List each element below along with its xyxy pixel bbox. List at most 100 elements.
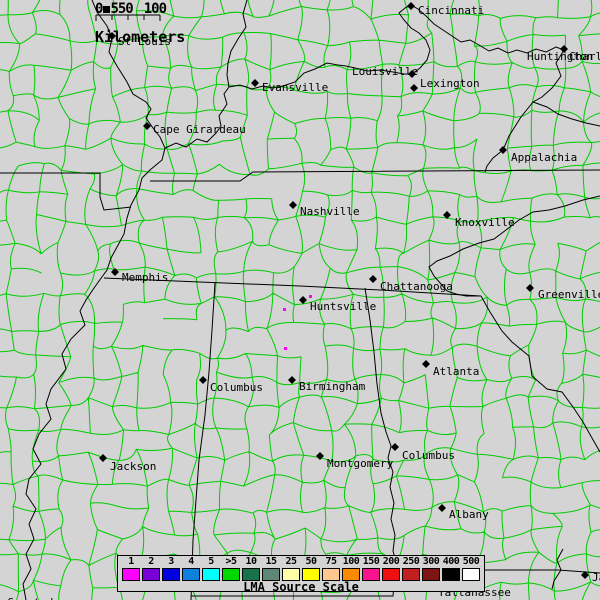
legend-color-swatch (242, 568, 260, 581)
legend-color-swatch (202, 568, 220, 581)
city-marker-icon (581, 571, 589, 579)
legend-value-label: 3 (168, 556, 174, 567)
legend-entry: 5 (201, 557, 221, 581)
legend-entry: 4 (181, 557, 201, 581)
city-marker-icon (443, 211, 451, 219)
city-marker-icon (422, 360, 430, 368)
lma-source-dot (309, 295, 312, 298)
legend-value-label: 200 (382, 556, 400, 567)
legend-value-label: 15 (265, 556, 277, 567)
legend-entry: 200 (381, 557, 401, 581)
legend-value-label: 10 (245, 556, 257, 567)
city-label: Memphis (122, 271, 169, 284)
city-label: Atlanta (433, 365, 480, 378)
city-marker-icon (316, 452, 324, 460)
scale-bar-caption: Kilometers (95, 28, 186, 46)
legend-color-swatch (162, 568, 180, 581)
legend-value-label: 300 (422, 556, 440, 567)
legend-color-swatch (342, 568, 360, 581)
city-label: Jackson (110, 460, 157, 473)
city-label: Huntsville (310, 300, 377, 313)
legend-color-swatch (302, 568, 320, 581)
legend-entry: 1 (121, 557, 141, 581)
city-marker-icon (108, 32, 116, 40)
legend-color-swatch (402, 568, 420, 581)
scale-bar-100-label: 100 (143, 1, 167, 17)
created-label: Created (7, 596, 133, 600)
city-label: Charl (569, 50, 600, 63)
legend-entry: 3 (161, 557, 181, 581)
city-label: Columbus (210, 381, 263, 394)
city-label: Cincinnati (418, 4, 485, 17)
lma-source-scale-legend: 1 2 3 4 5 >5 10 15 25 50 75 100 150 200 250 300 400 500 L… (117, 555, 485, 594)
legend-entry: >5 (221, 557, 241, 581)
city-label: Knoxville (455, 216, 515, 229)
legend-value-label: 5 (208, 556, 214, 567)
legend-value-label: 1 (128, 556, 134, 567)
legend-entry: 50 (301, 557, 321, 581)
city-label: Ja (592, 571, 600, 584)
city-marker-icon (391, 443, 399, 451)
city-marker-icon (111, 268, 119, 276)
legend-entry: 150 (361, 557, 381, 581)
city-marker-icon (499, 146, 507, 154)
city-label: Columbus (402, 449, 455, 462)
city-label: Cape Girardeau (153, 123, 246, 136)
legend-color-swatch (222, 568, 240, 581)
scale-bar-numbers: 0 550 100 (95, 1, 167, 17)
city-label: Nashville (300, 205, 360, 218)
legend-color-swatch (462, 568, 480, 581)
legend-entry: 15 (261, 557, 281, 581)
legend-color-swatch (422, 568, 440, 581)
city-marker-icon (560, 45, 568, 53)
city-label: Greenville (538, 288, 600, 301)
scale-bar-mid-label: 550 (110, 1, 133, 17)
city-marker-icon (438, 504, 446, 512)
city-label: Lexington (420, 77, 480, 90)
legend-color-swatch (182, 568, 200, 581)
city-label: Louisville (352, 65, 419, 78)
legend-entry: 400 (441, 557, 461, 581)
legend-title: LMA Source Scale (243, 580, 359, 594)
city-marker-icon (199, 376, 207, 384)
legend-value-label: 2 (148, 556, 154, 567)
legend-color-swatch (382, 568, 400, 581)
legend-entry: 2 (141, 557, 161, 581)
legend-entry: 500 (461, 557, 481, 581)
legend-color-swatch (262, 568, 280, 581)
legend-color-swatch (362, 568, 380, 581)
legend-color-swatch (322, 568, 340, 581)
city-marker-icon (407, 2, 415, 10)
city-label: Montgomery (327, 457, 394, 470)
legend-value-label: 75 (325, 556, 337, 567)
city-label: Appalachia (511, 151, 578, 164)
legend-value-label: 500 (462, 556, 480, 567)
city-label: Birmingham (299, 380, 366, 393)
city-marker-icon (288, 376, 296, 384)
city-marker-icon (289, 201, 297, 209)
city-label: Chattanooga (380, 280, 453, 293)
legend-color-swatch (442, 568, 460, 581)
city-label: Huntington (527, 50, 594, 63)
city-marker-icon (143, 122, 151, 130)
legend-color-swatch (142, 568, 160, 581)
legend-value-label: 150 (362, 556, 380, 567)
legend-entry: 300 (421, 557, 441, 581)
legend-value-label: 50 (305, 556, 317, 567)
city-marker-icon (251, 79, 259, 87)
overlapping-city-marker-icon (103, 5, 111, 13)
legend-swatch-row: 1 2 3 4 5 >5 10 15 25 50 75 100 150 200 250 300 400 500 (121, 557, 481, 581)
scale-bar-zero-label: 0 (95, 1, 104, 17)
city-label: St Louis (118, 35, 171, 48)
city-marker-icon (408, 70, 416, 78)
city-marker-icon (369, 275, 377, 283)
city-marker-icon (410, 84, 418, 92)
legend-value-label: 4 (188, 556, 194, 567)
scale-bar-ruler (95, 14, 161, 21)
city-label: Evansville (262, 81, 329, 94)
legend-value-label: 400 (442, 556, 460, 567)
city-label: Albany (449, 508, 489, 521)
legend-color-swatch (282, 568, 300, 581)
legend-value-label: 25 (285, 556, 297, 567)
